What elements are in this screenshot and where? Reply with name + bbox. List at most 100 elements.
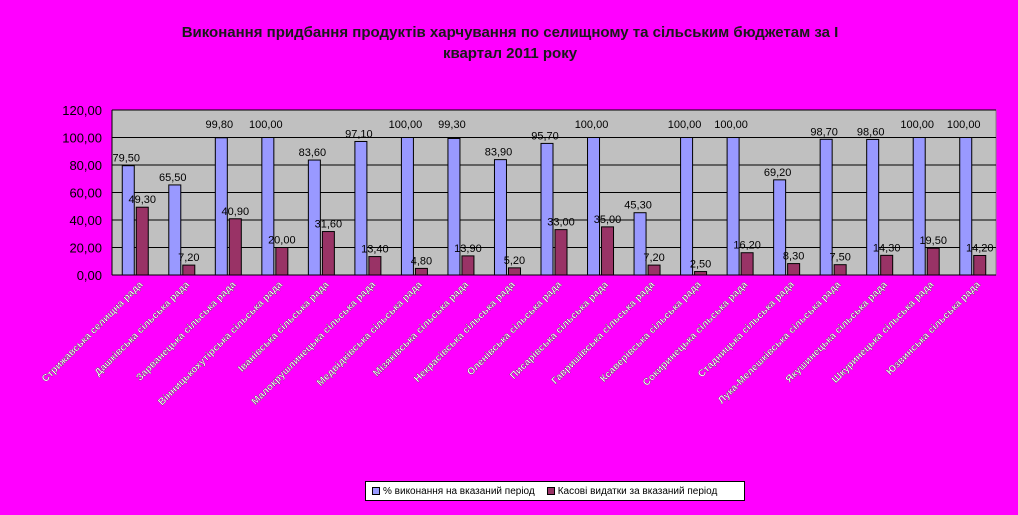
data-label-series-2: 2,50 [690,259,711,271]
y-tick-label: 0,00 [77,268,102,283]
x-tick-label: Зарванецька сільська рада [134,279,238,383]
bar-series-2 [880,254,894,276]
data-label-series-2: 14,20 [966,242,994,254]
bar-series-2 [461,255,475,276]
data-label-series-2: 19,50 [919,235,947,247]
data-label-series-1: 98,60 [857,126,885,138]
x-tick-label: Іванівська сільська рада [236,279,331,374]
data-label-series-1: 100,00 [249,119,283,131]
bar-series-1 [447,137,461,276]
legend-label-series-2: Касові видатки за вказаний період [557,485,718,497]
bar-series-1 [912,137,926,276]
bar-series-1 [261,137,275,276]
bar-series-2 [182,264,196,276]
data-label-series-2: 7,20 [643,252,664,264]
bar-series-1 [819,138,833,276]
bar-series-2 [601,226,615,276]
data-label-series-1: 79,50 [112,153,140,165]
data-label-series-2: 14,30 [873,242,901,254]
chart-legend: % виконання на вказаний період Касові ви… [365,481,745,501]
data-label-series-1: 98,70 [810,126,838,138]
bar-series-2 [926,247,940,276]
bar-series-1 [493,159,507,276]
y-tick-label: 80,00 [69,158,102,173]
x-tick-label: Мізяківська сільська рада [371,279,471,379]
data-label-series-1: 83,60 [299,147,327,159]
y-tick-label: 100,00 [62,131,102,146]
x-tick-label: Стрижавська селищна рада [40,279,146,385]
x-tick-label: Ксаверівська сільська рада [598,279,704,385]
data-label-series-2: 20,00 [268,235,296,247]
y-tick-label: 20,00 [69,241,102,256]
bar-series-1 [587,137,601,276]
x-tick-label: Якушинецька сільська рада [784,279,890,385]
data-label-series-2: 13,90 [454,243,482,255]
data-label-series-2: 33,00 [547,217,575,229]
bar-series-2 [833,264,847,276]
data-label-series-2: 40,90 [222,206,250,218]
data-label-series-1: 99,30 [438,119,466,131]
bar-series-1 [540,142,554,276]
bar-series-2 [275,247,289,276]
bar-series-1 [633,212,647,276]
bar-series-2 [507,267,521,276]
y-tick-label: 60,00 [69,186,102,201]
bar-series-1 [773,179,787,276]
data-label-series-1: 69,20 [764,167,792,179]
data-label-series-2: 35,00 [594,214,622,226]
x-tick-label: Шкуринецька сільська рада [830,279,937,386]
data-label-series-2: 7,20 [178,252,199,264]
bar-series-1 [680,137,694,276]
bar-series-2 [647,264,661,276]
bar-series-2 [973,254,987,276]
bar-series-1 [726,137,740,276]
legend-label-series-1: % виконання на вказаний період [383,485,535,497]
data-label-series-1: 100,00 [575,119,609,131]
data-label-series-1: 100,00 [900,119,934,131]
data-label-series-2: 31,60 [315,219,343,231]
bar-series-1 [121,165,135,276]
bar-series-1 [168,184,182,276]
data-label-series-1: 95,70 [531,130,559,142]
x-tick-label: Стадницька сільська рада [696,279,797,380]
chart-title: Виконання придбання продуктів харчування… [100,22,920,64]
bar-series-2 [694,271,708,276]
bar-series-2 [321,231,335,276]
bar-series-2 [740,252,754,276]
data-label-series-2: 16,20 [733,240,761,252]
data-label-series-2: 7,50 [829,252,850,264]
data-label-series-1: 97,10 [345,128,373,140]
data-label-series-1: 65,50 [159,172,187,184]
x-tick-label: Юзвинська сільська рада [884,279,983,378]
data-label-series-1: 100,00 [389,119,423,131]
bar-series-1 [354,140,368,276]
data-label-series-2: 49,30 [128,194,156,206]
bar-series-2 [414,267,428,276]
chart-title-line-2: квартал 2011 року [442,45,578,62]
bar-series-2 [228,218,242,276]
x-tick-label: Некрасівська сільська рада [412,279,518,385]
legend-item-series-1: % виконання на вказаний період [372,486,535,497]
data-label-series-1: 99,80 [206,119,234,131]
data-label-series-1: 100,00 [714,119,748,131]
bar-series-2 [787,263,801,276]
bar-series-1 [866,138,880,276]
legend-item-series-2: Касові видатки за вказаний період [546,485,718,497]
legend-swatch-series-2 [546,487,555,495]
data-label-series-2: 5,20 [504,255,525,267]
bar-series-1 [959,137,973,276]
bar-series-2 [368,256,382,276]
data-label-series-1: 45,30 [624,200,652,212]
x-tick-label: Оленівська сільська рада [465,279,564,378]
y-tick-label: 120,00 [62,103,102,118]
bar-series-1 [307,159,321,276]
data-label-series-2: 8,30 [783,251,804,263]
bar-series-2 [554,229,568,276]
data-label-series-2: 13,40 [361,244,389,256]
bar-series-2 [135,206,149,276]
x-tick-label: Дашківська сільська рада [93,279,192,378]
data-label-series-1: 83,90 [485,147,513,159]
bar-series-1 [214,137,228,276]
legend-swatch-series-1 [372,487,380,495]
